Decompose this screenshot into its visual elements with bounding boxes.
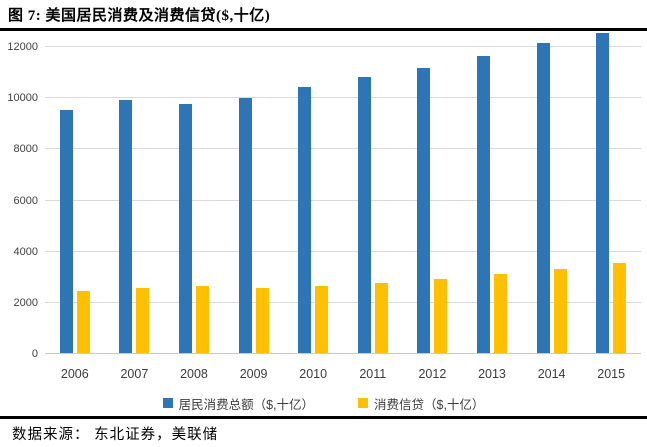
consumption-bar [596,33,610,353]
bar-group [45,0,105,353]
bar-group [283,0,343,353]
source-note: 数据来源： 东北证券，美联储 [0,416,647,447]
bar-group [105,0,165,353]
gridline [45,46,641,47]
consumption-bar [417,67,431,353]
credit-bar [315,286,329,353]
y-axis: 0 2000 4000 6000 8000 10000 12000 [0,30,40,360]
credit-bar [374,283,388,353]
legend-item-credit: 消费信贷（$,十亿） [358,394,484,413]
credit-bar [136,287,150,353]
consumption-swatch-icon [162,398,173,408]
x-axis-label: 2007 [120,367,149,381]
x-axis-label: 2013 [478,367,506,381]
y-axis-tick-label: 0 [31,348,38,360]
bar-group [343,0,403,353]
gridline [45,97,641,99]
bar-group [462,0,522,353]
legend-label-credit: 消费信贷（$,十亿） [374,397,485,412]
credit-bar [255,288,269,353]
credit-bar [493,274,507,353]
credit-bar [434,278,448,353]
bar-group [403,0,463,353]
consumption-bar [59,109,73,353]
consumption-bar [476,56,490,353]
x-axis-label: 2012 [418,367,447,381]
consumption-bar [178,103,192,353]
gridline [45,301,641,303]
x-axis-label: 2011 [359,367,387,381]
bar-group [581,0,641,353]
x-axis-line [45,353,641,354]
x-axis-label: 2006 [60,367,89,381]
gridline [45,199,641,201]
x-axis-label: 2009 [239,367,268,381]
bar-chart: 0 2000 4000 6000 8000 10000 12000 2006 2007 2008… [0,30,647,381]
credit-bar [195,285,209,353]
y-axis-tick-label: 6000 [13,194,38,207]
y-axis-tick-label: 8000 [13,143,38,156]
y-axis-tick-label: 12000 [7,41,38,53]
legend-item-consumption: 居民消费总额（$,十亿） [162,394,314,413]
x-axis-label: 2014 [537,367,566,381]
consumption-bar [238,98,252,353]
consumption-bar [298,86,312,353]
credit-bar [76,291,90,353]
x-axis-label: 2015 [597,367,626,381]
gridline [45,250,641,252]
bar-group [522,0,582,353]
plot-area: 2006 2007 2008 2009 2010 2011 2012 2013 2014 2015 [45,30,641,381]
legend-label-consumption: 居民消费总额（$,十亿） [178,397,314,412]
bar-group [164,0,224,353]
consumption-bar [119,99,133,353]
y-axis-tick-label: 2000 [13,296,38,309]
x-axis-label: 2010 [299,367,328,381]
x-axis-label: 2008 [180,367,208,381]
consumption-bar [357,76,371,353]
bar-group [224,0,284,353]
y-axis-tick-label: 4000 [13,245,38,258]
gridline [45,148,641,150]
legend: 居民消费总额（$,十亿） 消费信贷（$,十亿） [0,394,647,412]
credit-bar [553,268,567,353]
y-axis-tick-label: 10000 [7,92,38,105]
figure-title: 图 7: 美国居民消费及消费信贷($,十亿) [0,0,647,31]
credit-bar [613,263,627,353]
consumption-bar [536,43,550,353]
credit-swatch-icon [358,398,368,408]
